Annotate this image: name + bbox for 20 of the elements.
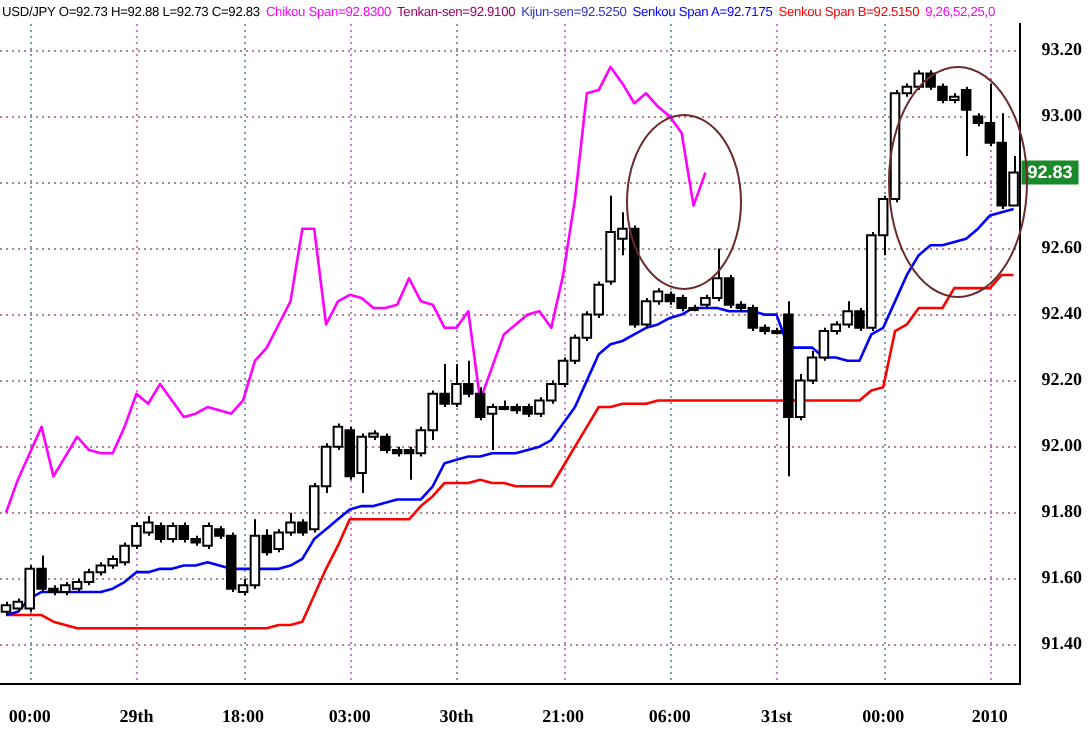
- x-tick-label: 00:00: [8, 705, 52, 726]
- x-tick-label: 18:00: [222, 705, 266, 726]
- y-tick-label: 92.40: [1041, 303, 1083, 324]
- x-tick-label: 30th: [439, 705, 474, 726]
- x-tick-label: 21:00: [542, 705, 586, 726]
- x-tick-label: 2010: [971, 705, 1009, 726]
- y-tick-label: 92.20: [1041, 369, 1083, 390]
- x-tick-label: 29th: [119, 705, 154, 726]
- y-tick-label: 91.80: [1041, 501, 1083, 522]
- y-tick-label: 92.00: [1041, 435, 1083, 456]
- x-tick-label: 03:00: [328, 705, 372, 726]
- y-tick-label: 92.60: [1041, 237, 1083, 258]
- x-tick-label: 31st: [761, 705, 792, 726]
- annotation: 92.83: [1027, 161, 1073, 182]
- y-tick-label: 93.00: [1041, 105, 1083, 126]
- y-tick-label: 93.20: [1041, 39, 1083, 60]
- x-tick-label: 06:00: [648, 705, 692, 726]
- x-tick-label: 00:00: [862, 705, 906, 726]
- y-tick-label: 91.40: [1041, 633, 1083, 654]
- y-tick-label: 91.60: [1041, 567, 1083, 588]
